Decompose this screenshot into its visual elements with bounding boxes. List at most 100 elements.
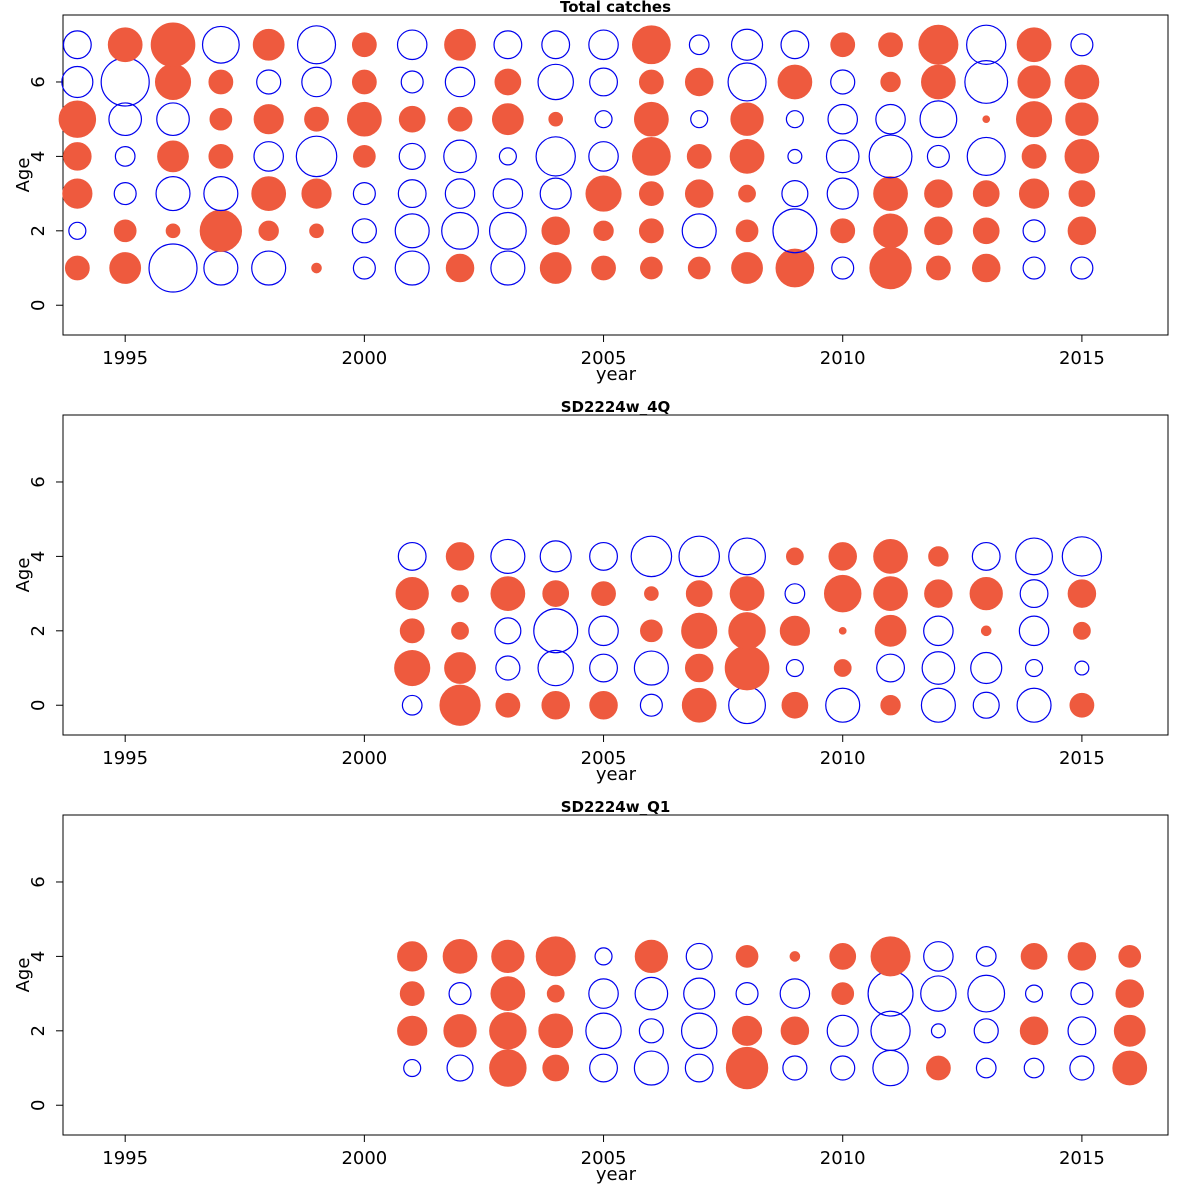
bubble-positive <box>253 104 284 135</box>
bubble-positive <box>789 951 801 962</box>
bubble-negative <box>585 1012 622 1050</box>
bubble-positive <box>925 255 951 281</box>
bubble-negative <box>148 243 198 293</box>
bubble-positive <box>880 695 901 716</box>
bubble-positive <box>542 1054 570 1082</box>
bubble-positive <box>918 24 959 65</box>
bubble-positive <box>351 69 377 95</box>
bubble-positive <box>444 28 476 61</box>
bubble-positive <box>399 618 425 644</box>
bubble-positive <box>445 542 475 571</box>
bubble-positive <box>447 106 473 132</box>
bubble-negative <box>971 541 1001 571</box>
bubble-positive <box>258 220 279 242</box>
bubble-negative <box>537 649 574 687</box>
bubble-positive <box>638 69 664 95</box>
bubble-positive <box>1064 139 1100 174</box>
bubble-positive <box>823 574 862 613</box>
x-tick-label: 2015 <box>1059 1148 1105 1169</box>
bubble-negative <box>589 1053 618 1083</box>
bubble-negative <box>100 57 150 107</box>
bubble-positive <box>443 1014 477 1048</box>
bubble-negative <box>1018 615 1050 647</box>
bubble-negative <box>68 221 87 240</box>
bubble-positive <box>632 137 671 176</box>
bubble-negative <box>539 177 572 210</box>
bubble-positive <box>921 64 956 100</box>
bubble-negative <box>156 102 190 137</box>
bubble-positive <box>634 939 669 974</box>
bubble-positive <box>399 981 425 1007</box>
bubble-negative <box>781 180 809 208</box>
bubble-negative <box>735 982 759 1006</box>
bubble-negative <box>588 141 619 172</box>
bubble-positive <box>208 143 234 169</box>
bubble-negative <box>966 136 1006 176</box>
y-axis-label: Age <box>13 158 34 193</box>
bubble-positive <box>1067 942 1097 971</box>
bubble-negative <box>926 144 950 168</box>
bubble-negative <box>630 535 673 578</box>
bubble-positive <box>346 101 382 137</box>
bubble-positive <box>589 690 618 720</box>
bubble-positive <box>1017 65 1051 99</box>
bubble-positive <box>397 941 428 972</box>
bubble-negative <box>826 1014 859 1047</box>
bubble-negative <box>785 110 804 129</box>
bubble-negative <box>589 541 618 571</box>
bubble-negative <box>1074 660 1090 676</box>
bubble-negative <box>830 1055 856 1081</box>
bubble-negative <box>594 110 613 129</box>
bubble-positive <box>397 1015 428 1046</box>
bubble-positive <box>873 176 908 211</box>
bubble-positive <box>1019 1016 1049 1046</box>
bubble-negative <box>494 617 522 645</box>
bubble-positive <box>731 252 763 284</box>
y-tick-label: 2 <box>28 225 49 236</box>
bubble-negative <box>535 136 576 177</box>
bubble-positive <box>491 103 524 136</box>
bubble-positive <box>685 580 713 607</box>
bubble-positive <box>686 143 712 169</box>
bubble-positive <box>445 253 475 283</box>
x-axis-label: year <box>596 1164 637 1185</box>
panel-title: SD2224w_4Q <box>561 398 671 416</box>
bubble-positive <box>880 71 901 93</box>
bubble-positive <box>489 1049 527 1087</box>
bubble-negative <box>541 30 571 60</box>
bubble-positive <box>972 217 1000 245</box>
bubble-positive <box>535 936 576 977</box>
bubble-positive <box>829 943 857 970</box>
bubble-negative <box>727 62 767 102</box>
y-tick-label: 0 <box>28 1100 49 1111</box>
bubble-negative <box>780 30 810 60</box>
bubble-positive <box>1016 27 1052 63</box>
bubble-negative <box>351 218 377 244</box>
bubble-positive <box>924 579 953 608</box>
bubble-negative <box>964 60 1009 104</box>
bubble-positive <box>874 614 907 647</box>
bubble-negative <box>1070 982 1094 1006</box>
bubble-negative <box>394 250 430 286</box>
bubble-negative <box>921 651 956 685</box>
bubble-negative <box>444 178 476 209</box>
bubble-positive <box>451 584 469 603</box>
bubble-positive <box>209 107 233 131</box>
bubble-positive <box>538 1013 574 1049</box>
bubble-positive <box>546 984 565 1003</box>
bubble-negative <box>493 30 523 60</box>
plot-frame <box>62 414 1169 736</box>
bubble-positive <box>109 252 142 284</box>
bubble-negative <box>831 256 855 280</box>
bubble-negative <box>589 67 618 97</box>
bubble-positive <box>980 625 992 637</box>
bubble-positive <box>780 1016 810 1046</box>
bubble-positive <box>878 32 903 58</box>
bubble-negative <box>203 250 239 286</box>
bubble-negative <box>1024 658 1044 678</box>
bubble-negative <box>970 651 1003 685</box>
bubble-negative <box>1016 687 1052 723</box>
bubble-positive <box>873 539 908 574</box>
bubble-positive <box>729 576 765 611</box>
bubble-negative <box>972 691 1000 719</box>
